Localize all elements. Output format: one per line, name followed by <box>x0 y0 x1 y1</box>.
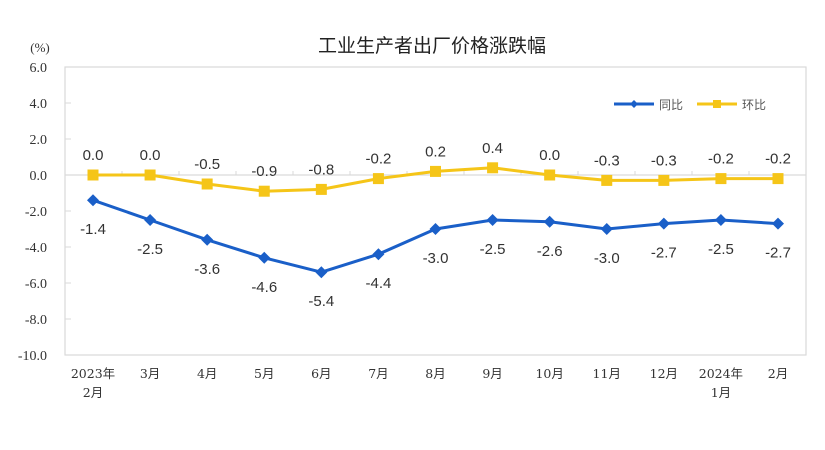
data-label: -2.5 <box>480 241 506 258</box>
data-point[interactable] <box>544 169 556 181</box>
plot-area <box>64 66 807 356</box>
data-label: -0.8 <box>308 161 334 178</box>
data-point[interactable] <box>714 214 727 226</box>
y-tick-label: -10.0 <box>18 349 47 364</box>
data-label: -3.6 <box>194 261 220 278</box>
legend-item-yoy[interactable]: 同比 <box>614 98 683 112</box>
data-point[interactable] <box>201 178 213 190</box>
x-tick-label: 6月 <box>311 366 331 381</box>
y-axis-unit: (%) <box>30 40 50 55</box>
data-label: -0.2 <box>365 151 391 168</box>
data-point[interactable] <box>429 223 442 235</box>
data-label: -0.5 <box>194 156 220 173</box>
series-group: -1.4 -2.5 -3.6 -4.6 -5.4 -4.4 -3.0 -2.5 -2.6 -3.0… <box>80 140 791 310</box>
data-point[interactable] <box>486 214 499 226</box>
data-label: -2.6 <box>537 243 563 260</box>
data-label: -2.7 <box>651 245 677 262</box>
x-tick-label: 9月 <box>482 366 502 381</box>
data-point[interactable] <box>600 223 613 235</box>
x-tick-label: 4月 <box>197 366 217 381</box>
x-tick-label: 2月 <box>768 366 788 381</box>
y-tick-label: 2.0 <box>30 133 48 148</box>
y-tick-label: -2.0 <box>25 205 47 220</box>
x-tick-label: 3月 <box>140 366 160 381</box>
data-label: -3.0 <box>423 250 449 267</box>
data-point[interactable] <box>258 251 271 264</box>
x-tick-label: 11月 <box>593 366 621 381</box>
data-label: -3.0 <box>594 250 620 267</box>
data-point[interactable] <box>772 173 784 185</box>
data-point[interactable] <box>487 162 499 174</box>
y-tick-label: -6.0 <box>25 277 47 292</box>
data-point[interactable] <box>372 248 385 261</box>
series-yoy: -1.4 -2.5 -3.6 -4.6 -5.4 -4.4 -3.0 -2.5 -2.6 -3.0… <box>80 194 791 310</box>
data-point[interactable] <box>201 233 214 246</box>
data-label: -0.9 <box>251 163 277 180</box>
legend-label-yoy: 同比 <box>659 98 683 112</box>
x-tick-label: 5月 <box>254 366 274 381</box>
data-label: -0.2 <box>765 151 791 168</box>
x-tick-label: 2月 <box>83 385 103 400</box>
data-point[interactable] <box>144 214 157 226</box>
y-tick-label: 0.0 <box>30 169 48 184</box>
x-tick-label: 2023年 <box>71 366 115 381</box>
x-tick-label: 10月 <box>535 366 563 381</box>
legend-label-mom: 环比 <box>742 98 766 112</box>
series-mom: 0.0 0.0 -0.5 -0.9 -0.8 -0.2 0.2 0.4 0.0 -0.3 -0.3 -… <box>83 140 791 197</box>
data-label: -2.5 <box>137 241 163 258</box>
y-tick-label: 6.0 <box>30 61 48 76</box>
legend: 同比 环比 <box>614 98 766 112</box>
x-axis: 2023年 2月 3月 4月 5月 6月 7月 8月 9月 10月 11月 12月 2024年 1月 2月 <box>71 366 788 400</box>
data-point[interactable] <box>658 174 670 186</box>
y-tick-label: -4.0 <box>25 241 47 256</box>
x-tick-label: 12月 <box>650 366 678 381</box>
x-tick-label: 2024年 <box>699 366 743 381</box>
data-point[interactable] <box>87 194 99 207</box>
y-tick-label: 4.0 <box>30 97 48 112</box>
data-label: 0.2 <box>425 143 446 160</box>
data-label: -0.3 <box>594 152 620 169</box>
data-label: -0.3 <box>651 152 677 169</box>
square-marker-icon <box>713 100 721 108</box>
y-tick-label: -8.0 <box>25 313 47 328</box>
data-point[interactable] <box>144 169 156 181</box>
chart-title: 工业生产者出厂价格涨跌幅 <box>318 35 546 57</box>
y-axis: 6.0 4.0 2.0 0.0 -2.0 -4.0 -6.0 -8.0 -10.0 <box>18 61 807 364</box>
x-tick-label: 8月 <box>425 366 445 381</box>
diamond-marker-icon <box>630 100 638 108</box>
data-point[interactable] <box>715 173 727 185</box>
data-label: -2.7 <box>765 245 791 262</box>
data-label: -1.4 <box>80 221 106 238</box>
data-label: 0.0 <box>140 147 161 164</box>
data-label: -4.6 <box>251 279 277 296</box>
x-tick-label: 1月 <box>711 385 731 400</box>
data-point[interactable] <box>772 217 784 230</box>
data-label: 0.4 <box>482 140 503 157</box>
data-point[interactable] <box>87 169 99 181</box>
data-point[interactable] <box>315 266 328 279</box>
data-point[interactable] <box>258 185 270 197</box>
data-point[interactable] <box>543 215 556 228</box>
data-point[interactable] <box>372 173 384 185</box>
data-label: -5.4 <box>308 293 334 310</box>
legend-item-mom[interactable]: 环比 <box>697 98 766 112</box>
data-point[interactable] <box>315 183 327 195</box>
x-tick-label: 7月 <box>368 366 388 381</box>
data-label: -0.2 <box>708 151 734 168</box>
data-label: -4.4 <box>365 275 391 292</box>
data-label: 0.0 <box>539 147 560 164</box>
data-point[interactable] <box>657 217 670 230</box>
data-point[interactable] <box>430 165 441 177</box>
data-label: -2.5 <box>708 241 734 258</box>
data-label: 0.0 <box>83 147 104 164</box>
data-point[interactable] <box>601 174 613 186</box>
